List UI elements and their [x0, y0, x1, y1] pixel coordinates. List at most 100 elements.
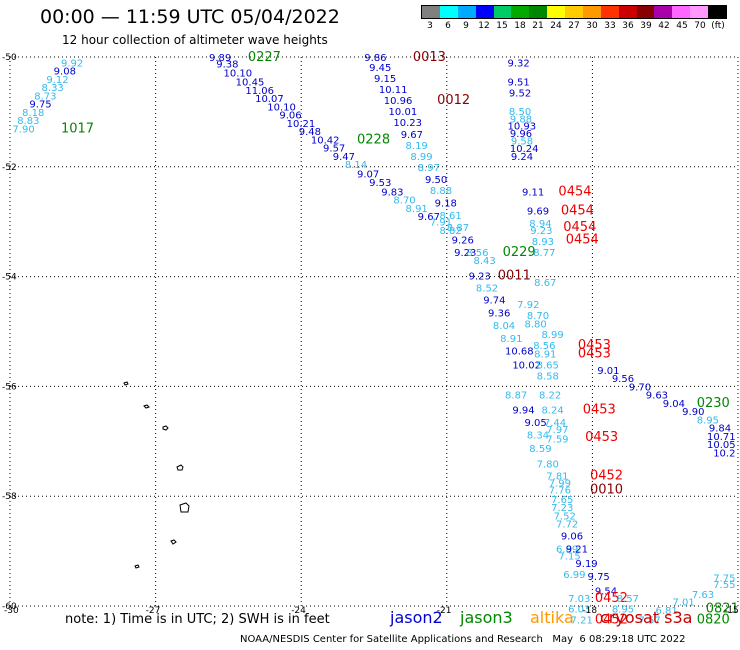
wave-height-label: 7.97 [546, 425, 568, 436]
map-subtitle: 12 hour collection of altimeter wave hei… [62, 33, 328, 47]
wave-height-label: 9.96 [510, 129, 532, 140]
wave-height-label: 8.19 [406, 141, 428, 152]
wave-height-label: 8.24 [541, 405, 563, 416]
wave-height-label: 8.99 [410, 152, 432, 163]
island [143, 404, 150, 409]
wave-height-label: 8.80 [524, 319, 546, 330]
color-scale-label: 21 [532, 21, 544, 31]
wave-height-label: 9.70 [629, 382, 651, 393]
lat-tick-label: -56 [2, 382, 17, 392]
wave-height-label: 8.87 [447, 223, 469, 234]
wave-height-label: 9.56 [612, 374, 634, 385]
wave-height-label: 6.99 [563, 570, 585, 581]
color-scale-label: 39 [640, 21, 652, 31]
wave-height-label: 7.55 [713, 580, 735, 591]
color-swatch [565, 6, 583, 18]
pass-time-label: 0228 [357, 132, 390, 147]
color-scale-label: 36 [622, 21, 634, 31]
color-scale-label: 15 [496, 21, 508, 31]
wave-height-label: 8.88 [430, 186, 452, 197]
wave-height-label: 8.57 [617, 594, 639, 605]
wave-height-label: 6.81 [655, 606, 677, 617]
wave-height-label: 9.75 [29, 100, 51, 111]
wave-height-label: 7.92 [517, 300, 539, 311]
pass-time-label: 0013 [413, 50, 446, 65]
wave-height-label: 8.52 [476, 284, 498, 295]
wave-height-label: 8.93 [532, 237, 554, 248]
wave-height-label: 8.67 [534, 278, 556, 289]
wave-height-label: 9.86 [364, 53, 386, 64]
wave-height-label: 9.38 [216, 60, 238, 71]
wave-height-label: 7.99 [549, 478, 571, 489]
wave-height-label: 10.2 [713, 448, 735, 459]
wave-height-label: 8.77 [533, 248, 555, 259]
wave-height-label: 7.59 [546, 435, 568, 446]
wave-height-label: 7.52 [554, 511, 576, 522]
wave-height-label: 9.67 [418, 212, 440, 223]
pass-time-label: 0230 [697, 396, 730, 411]
island [134, 564, 140, 569]
wave-height-label: 9.54 [595, 587, 617, 598]
wave-height-label: 9.94 [512, 405, 534, 416]
pass-time-label: 0452 [595, 591, 628, 606]
wave-height-label: 10.07 [255, 94, 284, 105]
lon-tick-label: -15 [724, 606, 739, 616]
island [176, 464, 184, 471]
color-swatch [457, 6, 476, 18]
wave-height-label: 9.45 [369, 63, 391, 74]
wave-height-label: 8.91 [406, 204, 428, 215]
wave-height-label: 7.75 [713, 573, 735, 584]
wave-height-label: 9.89 [209, 53, 231, 64]
wave-height-label: 9.06 [279, 111, 301, 122]
pass-time-label: 0453 [585, 430, 618, 445]
wave-height-label: 9.24 [511, 152, 533, 163]
wave-height-label: 8.97 [418, 163, 440, 174]
color-scale-label: 42 [658, 21, 670, 31]
wave-height-label: 9.69 [527, 207, 549, 218]
wave-height-label: 9.06 [561, 532, 583, 543]
legend-jason3: jason3 [460, 608, 513, 627]
wave-height-label: 8.82 [440, 226, 462, 237]
wave-height-label: 7.57 [639, 616, 661, 627]
color-swatch [600, 6, 619, 18]
wave-height-label: 8.61 [440, 211, 462, 222]
wave-height-label: 8.56 [466, 248, 488, 259]
wave-height-label: 7.23 [551, 503, 573, 514]
wave-height-label: 8.99 [541, 330, 563, 341]
color-scale-label: 24 [550, 21, 562, 31]
wave-height-label: 9.23 [469, 272, 491, 283]
wave-height-label: 8.73 [34, 91, 56, 102]
wave-height-label: 8.95 [612, 605, 634, 616]
pass-time-label: 0012 [437, 93, 470, 108]
wave-height-label: 6.89 [556, 544, 578, 555]
wave-height-label: 8.94 [529, 219, 551, 230]
wave-height-label: 10.24 [510, 144, 539, 155]
lat-tick-label: -60 [2, 602, 17, 612]
wave-height-label: 8.70 [527, 311, 549, 322]
wave-height-label: 10.93 [507, 122, 536, 133]
wave-height-label: 7.63 [692, 590, 714, 601]
wave-height-label: 8.50 [509, 107, 531, 118]
color-scale-label: 9 [463, 21, 469, 31]
wave-height-label: 9.32 [507, 58, 529, 69]
pass-time-label: 0227 [248, 50, 281, 65]
island [123, 381, 129, 386]
wave-height-label: 10.21 [287, 119, 316, 130]
color-scale-label: 12 [478, 21, 490, 31]
wave-height-label: 9.01 [597, 366, 619, 377]
pass-time-label: 0011 [498, 269, 531, 284]
pass-time-label: 0453 [578, 346, 611, 361]
wave-height-label: 6.03 [568, 605, 590, 616]
legend-altika: altika [530, 608, 574, 627]
wave-height-label: 10.71 [707, 432, 736, 443]
wave-height-label: 11.06 [245, 86, 274, 97]
pass-time-label: 0454 [563, 220, 596, 235]
wave-height-label: 8.58 [537, 371, 559, 382]
wave-height-label: 9.36 [488, 308, 510, 319]
wave-height-label: 9.47 [333, 152, 355, 163]
wave-height-label: 8.87 [505, 391, 527, 402]
pass-time-label: 0820 [697, 613, 730, 628]
wave-height-label: 9.50 [425, 175, 447, 186]
wave-height-label: 10.96 [384, 96, 413, 107]
pass-time-label: 0454 [558, 185, 591, 200]
